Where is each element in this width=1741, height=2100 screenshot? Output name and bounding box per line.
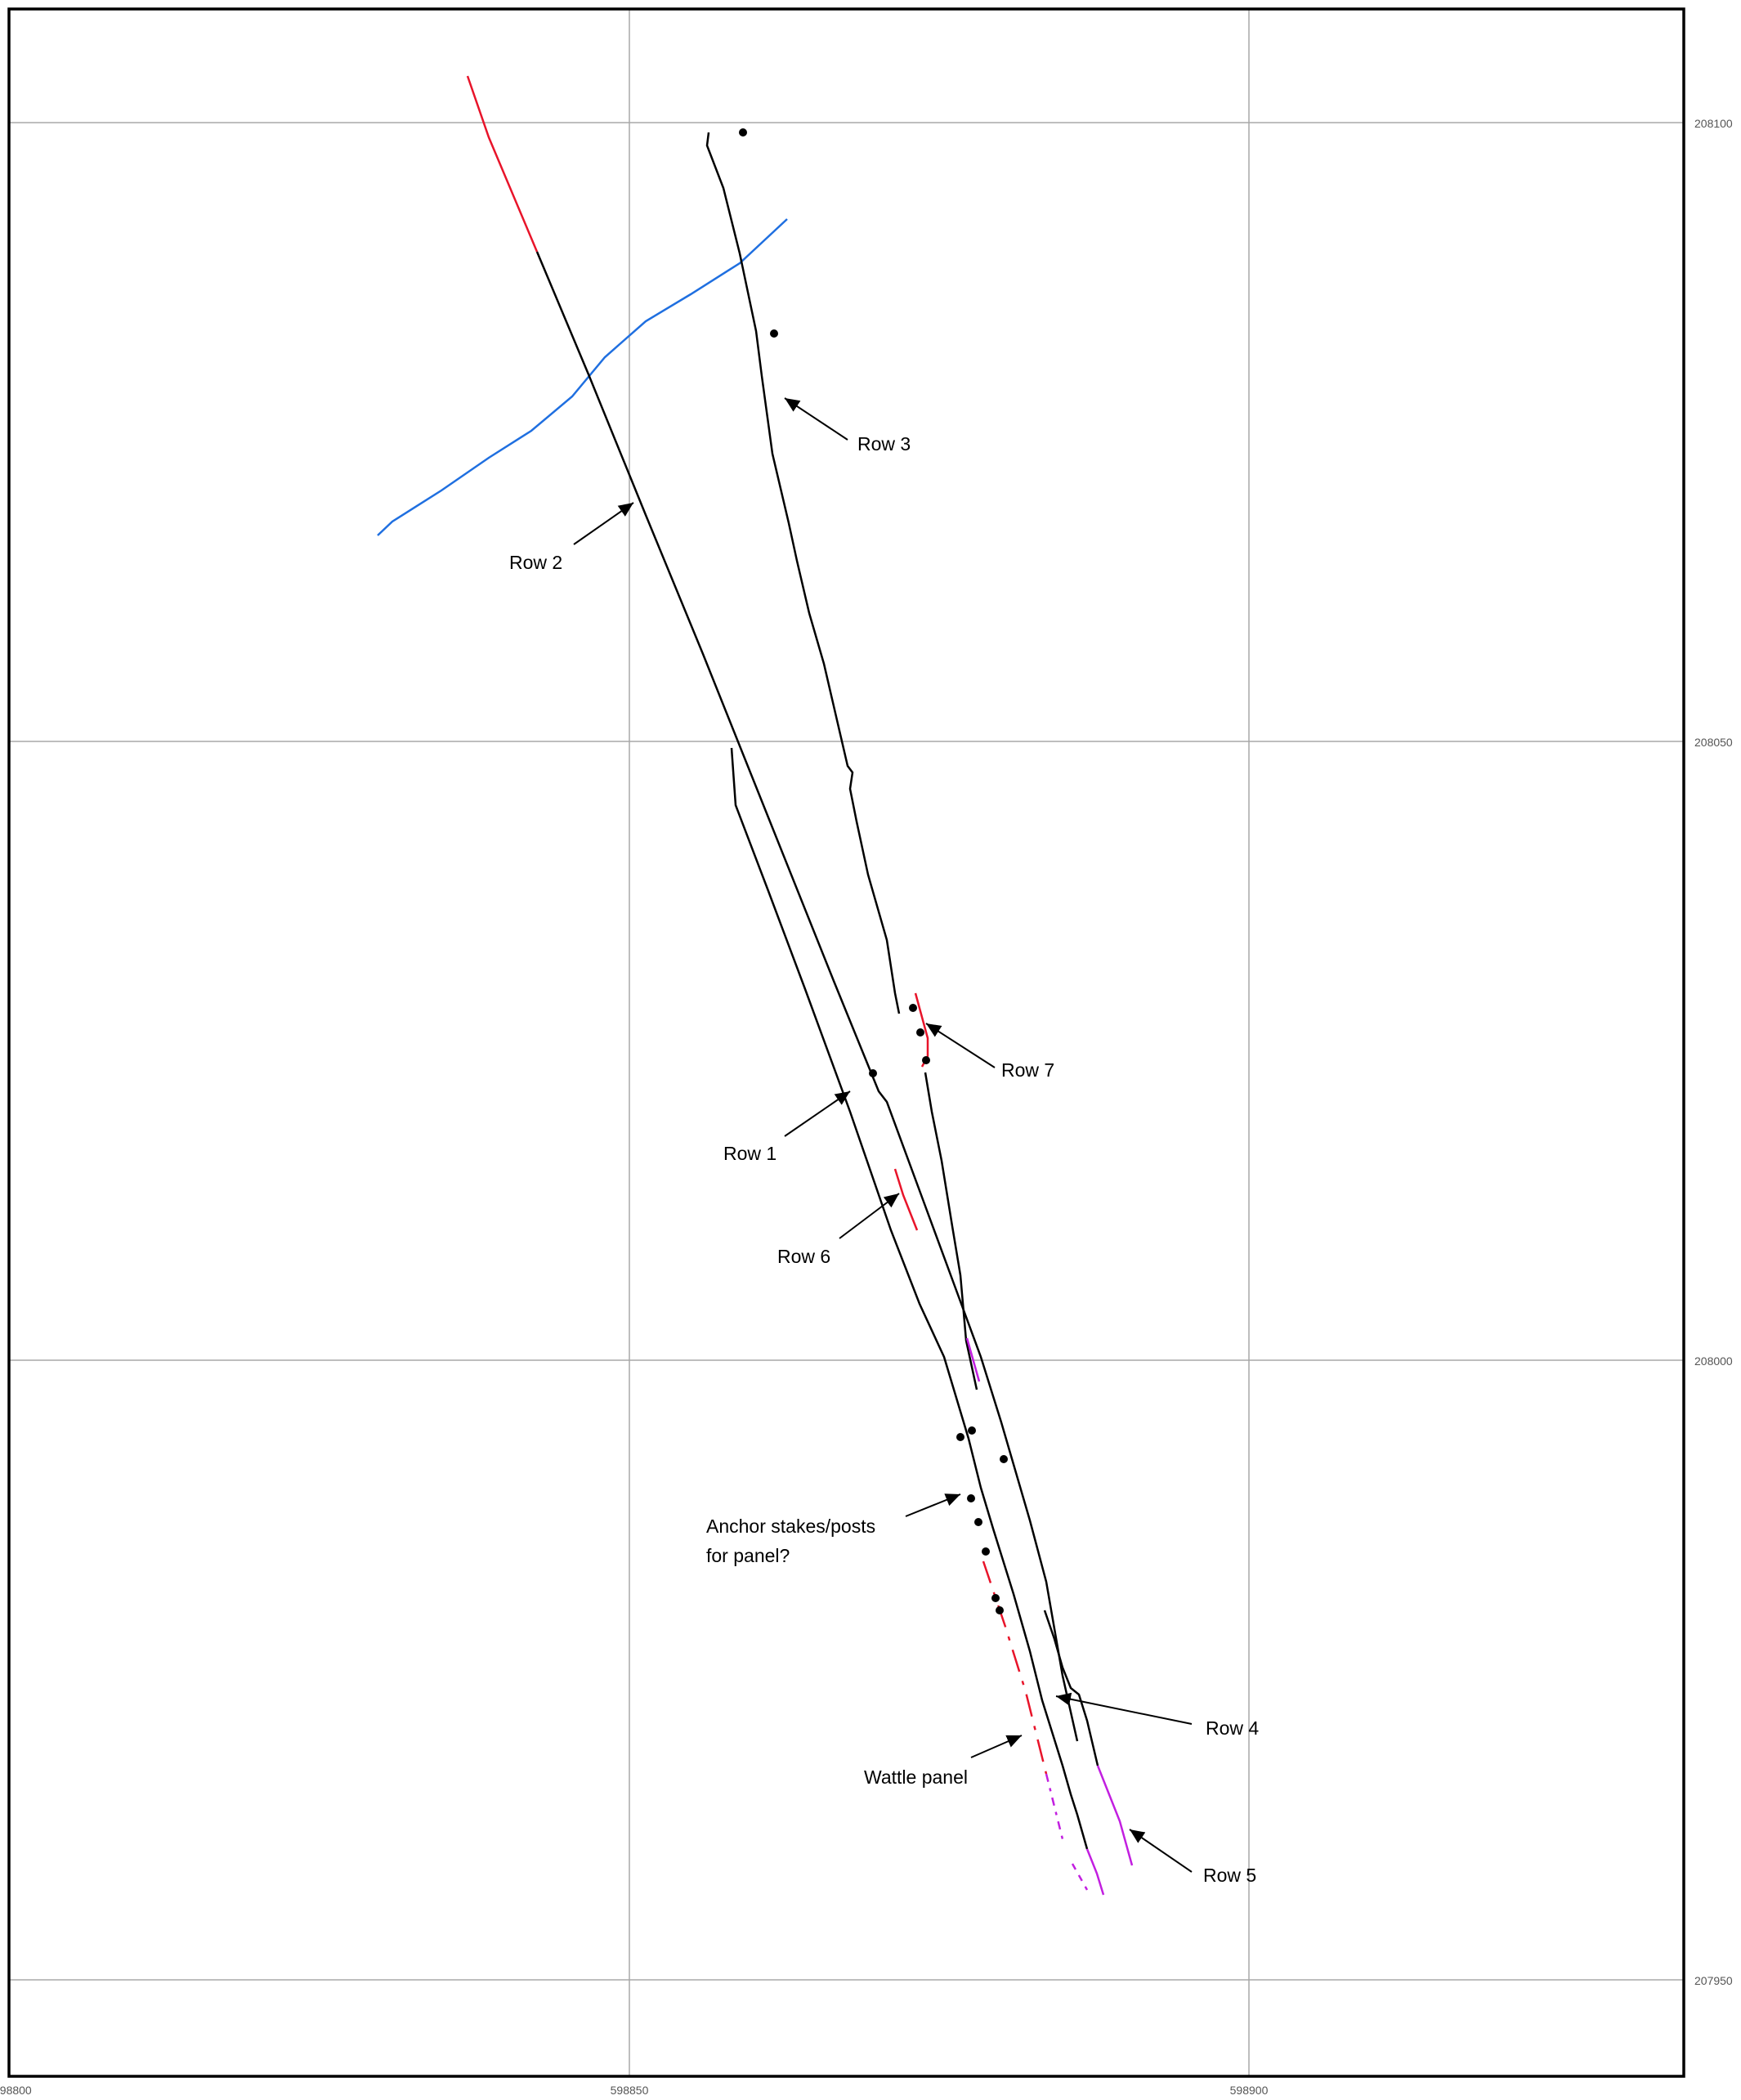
- stake-point: [991, 1594, 1000, 1602]
- row-1-label: Row 1: [723, 1143, 777, 1164]
- row-3-line-lower: [924, 1072, 978, 1390]
- row-4-label: Row 4: [1206, 1717, 1259, 1739]
- arrow-wattle-panel: [970, 1735, 1023, 1758]
- arrow-row-5: [1129, 1829, 1193, 1873]
- stake-point: [916, 1028, 924, 1037]
- wattle-panel-magenta-dashed: [1045, 1773, 1064, 1840]
- row-6-label: Row 6: [777, 1246, 830, 1267]
- stake-point: [922, 1056, 930, 1064]
- row-2-red-segment: [466, 75, 539, 253]
- stake-point: [770, 329, 778, 338]
- stake-point: [956, 1433, 964, 1441]
- anchor-stakes-label-line2: for panel?: [706, 1545, 790, 1566]
- wattle-panel-red-dashed: [982, 1560, 1048, 1775]
- row-1-magenta-end: [1085, 1848, 1105, 1896]
- stake-point: [1000, 1455, 1008, 1463]
- arrow-row-7: [925, 1023, 996, 1068]
- y-coord-label: 208050: [1694, 736, 1733, 749]
- arrow-row-4: [1055, 1692, 1193, 1725]
- row-7-label: Row 7: [1001, 1059, 1054, 1081]
- x-coord-label: 598800: [0, 2084, 32, 2097]
- stake-point: [968, 1426, 976, 1435]
- x-coord-label: 598900: [1230, 2084, 1269, 2097]
- arrow-row-2: [573, 502, 634, 545]
- row-3-label: Row 3: [857, 433, 911, 454]
- stake-point: [974, 1518, 982, 1526]
- annotation-arrows: [573, 397, 1193, 1873]
- arrow-row-1: [784, 1090, 851, 1137]
- y-coord-label: 207950: [1694, 1974, 1733, 1987]
- stake-point: [967, 1494, 975, 1502]
- row-1-line: [730, 747, 1089, 1850]
- blue-watercourse-line: [377, 218, 788, 536]
- stake-point: [982, 1547, 990, 1556]
- stake-point: [996, 1606, 1004, 1614]
- stake-point: [869, 1069, 877, 1077]
- row-2-line: [535, 251, 1079, 1742]
- anchor-points: [739, 128, 1008, 1614]
- wattle-panel-magenta-dashed: [1071, 1863, 1089, 1891]
- y-coord-label: 208100: [1694, 117, 1733, 130]
- row-5-magenta-line: [1096, 1765, 1134, 1866]
- arrow-row-3: [784, 397, 848, 441]
- row-3-line: [705, 132, 901, 1014]
- row-4-line: [1043, 1610, 1099, 1766]
- y-coord-label: 208000: [1694, 1354, 1733, 1368]
- anchor-stakes-label-line1: Anchor stakes/posts: [706, 1516, 875, 1537]
- arrow-anchor-stakes: [905, 1493, 961, 1517]
- x-coord-label: 598850: [611, 2084, 649, 2097]
- stake-point: [739, 128, 747, 137]
- row-5-label: Row 5: [1203, 1865, 1256, 1886]
- row-2-label: Row 2: [509, 552, 562, 573]
- stake-point: [909, 1004, 917, 1012]
- arrow-row-6: [839, 1193, 900, 1239]
- wattle-panel-label: Wattle panel: [864, 1766, 968, 1788]
- grid-lines: [9, 9, 1684, 2076]
- map-frame: [7, 7, 1685, 2078]
- row-6-red-line: [893, 1168, 919, 1231]
- magenta-segment: [965, 1337, 981, 1382]
